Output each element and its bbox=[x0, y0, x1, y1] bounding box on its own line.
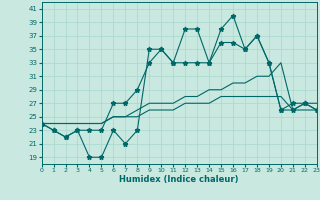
X-axis label: Humidex (Indice chaleur): Humidex (Indice chaleur) bbox=[119, 175, 239, 184]
